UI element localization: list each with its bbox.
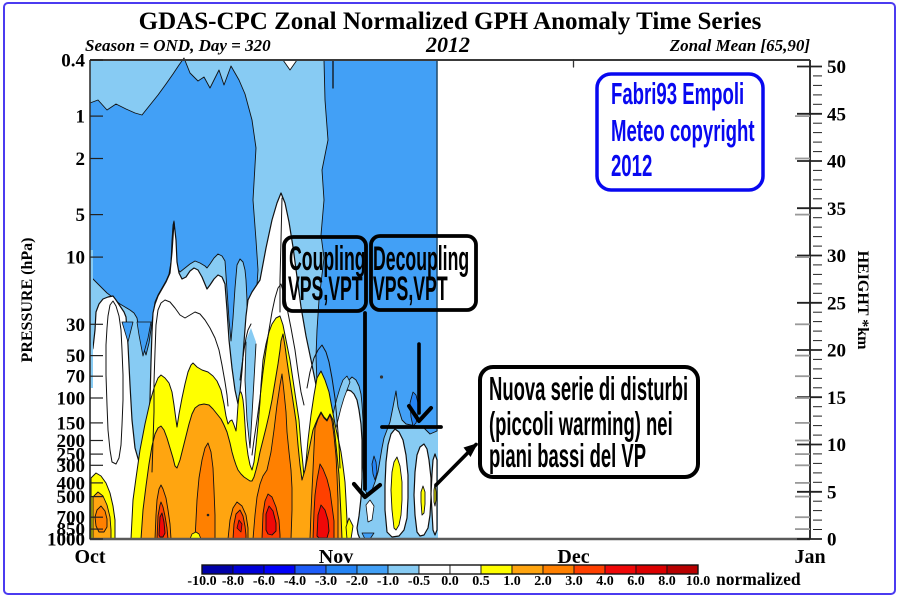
svg-text:HEIGHT *km: HEIGHT *km bbox=[854, 251, 871, 351]
svg-text:normalized: normalized bbox=[716, 569, 801, 589]
svg-text:VPS,VPT: VPS,VPT bbox=[373, 269, 448, 308]
svg-text:700: 700 bbox=[57, 508, 86, 529]
svg-text:0.0: 0.0 bbox=[441, 574, 459, 589]
svg-text:-2.0: -2.0 bbox=[346, 574, 368, 589]
svg-text:6.0: 6.0 bbox=[627, 574, 645, 589]
svg-text:25: 25 bbox=[827, 293, 846, 314]
svg-text:Meteo copyright: Meteo copyright bbox=[611, 114, 755, 148]
svg-text:10.0: 10.0 bbox=[686, 574, 711, 589]
svg-text:Nuova serie di disturbi: Nuova serie di disturbi bbox=[489, 370, 688, 407]
svg-text:PRESSURE (hPa): PRESSURE (hPa) bbox=[19, 238, 36, 363]
svg-text:2012: 2012 bbox=[425, 32, 470, 57]
svg-text:35: 35 bbox=[827, 199, 846, 220]
svg-text:30: 30 bbox=[827, 246, 846, 267]
svg-text:40: 40 bbox=[827, 152, 846, 173]
svg-text:(piccoli warming) nei: (piccoli warming) nei bbox=[489, 405, 673, 442]
svg-text:-6.0: -6.0 bbox=[253, 574, 275, 589]
svg-text:2012: 2012 bbox=[611, 149, 652, 183]
svg-text:10: 10 bbox=[66, 248, 85, 269]
svg-text:Season = OND, Day = 320: Season = OND, Day = 320 bbox=[85, 36, 271, 55]
svg-text:-0.5: -0.5 bbox=[408, 574, 430, 589]
svg-text:Coupling: Coupling bbox=[289, 239, 366, 278]
svg-text:100: 100 bbox=[57, 389, 86, 410]
svg-text:50: 50 bbox=[827, 57, 846, 78]
svg-text:0: 0 bbox=[827, 530, 837, 551]
svg-text:Jan: Jan bbox=[794, 546, 825, 568]
svg-text:50: 50 bbox=[66, 346, 85, 367]
svg-text:-4.0: -4.0 bbox=[284, 574, 306, 589]
svg-text:70: 70 bbox=[66, 367, 85, 388]
svg-text:15: 15 bbox=[827, 388, 846, 409]
svg-text:-3.0: -3.0 bbox=[315, 574, 337, 589]
svg-text:20: 20 bbox=[827, 341, 846, 362]
svg-text:Zonal Mean [65,90]: Zonal Mean [65,90] bbox=[669, 36, 811, 55]
svg-text:250: 250 bbox=[57, 445, 86, 466]
svg-text:-1.0: -1.0 bbox=[377, 574, 399, 589]
svg-text:Nov: Nov bbox=[319, 546, 353, 568]
svg-text:5: 5 bbox=[76, 205, 86, 226]
svg-text:3.0: 3.0 bbox=[565, 574, 583, 589]
svg-text:45: 45 bbox=[827, 104, 846, 125]
svg-text:1.0: 1.0 bbox=[503, 574, 521, 589]
svg-text:400: 400 bbox=[57, 473, 86, 494]
svg-text:1000: 1000 bbox=[47, 530, 85, 551]
svg-text:150: 150 bbox=[57, 413, 86, 434]
svg-text:850: 850 bbox=[57, 520, 86, 541]
svg-text:300: 300 bbox=[57, 456, 86, 477]
svg-text:Dec: Dec bbox=[557, 546, 589, 568]
svg-text:5: 5 bbox=[827, 482, 837, 503]
svg-text:0.5: 0.5 bbox=[472, 574, 490, 589]
svg-text:8.0: 8.0 bbox=[658, 574, 676, 589]
svg-text:GDAS-CPC Zonal Normalized GPH: GDAS-CPC Zonal Normalized GPH Anomaly Ti… bbox=[139, 8, 762, 35]
svg-text:Decoupling: Decoupling bbox=[373, 239, 469, 278]
svg-text:VPS,VPT: VPS,VPT bbox=[288, 269, 363, 308]
svg-text:Fabri93 Empoli: Fabri93 Empoli bbox=[611, 77, 744, 111]
svg-text:200: 200 bbox=[57, 431, 86, 452]
svg-text:-8.0: -8.0 bbox=[222, 574, 244, 589]
svg-text:piani bassi del VP: piani bassi del VP bbox=[489, 437, 646, 474]
svg-text:2: 2 bbox=[76, 149, 86, 170]
svg-text:10: 10 bbox=[827, 435, 846, 456]
svg-text:0.4: 0.4 bbox=[61, 51, 85, 72]
svg-text:2.0: 2.0 bbox=[534, 574, 552, 589]
svg-text:500: 500 bbox=[57, 487, 86, 508]
svg-text:Oct: Oct bbox=[74, 546, 105, 568]
svg-text:-10.0: -10.0 bbox=[187, 574, 216, 589]
svg-text:1: 1 bbox=[76, 107, 86, 128]
svg-text:30: 30 bbox=[66, 315, 85, 336]
svg-text:4.0: 4.0 bbox=[596, 574, 614, 589]
